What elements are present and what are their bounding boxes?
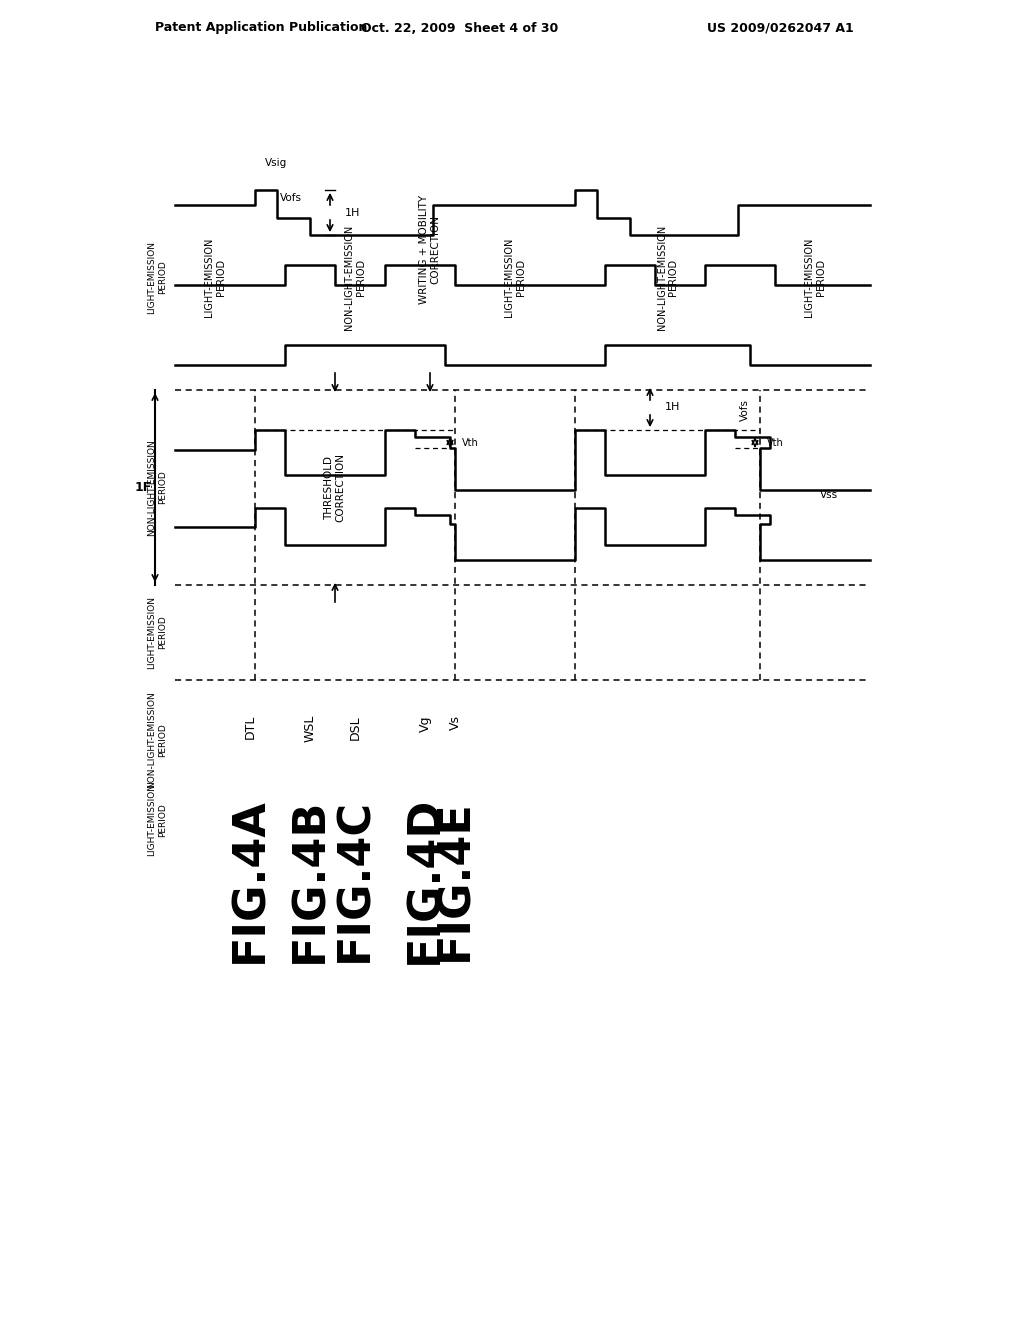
Text: LIGHT-EMISSION
PERIOD: LIGHT-EMISSION PERIOD (204, 238, 226, 317)
Text: DSL: DSL (348, 715, 361, 739)
Text: LIGHT-EMISSION
PERIOD: LIGHT-EMISSION PERIOD (804, 238, 825, 317)
Text: Oct. 22, 2009  Sheet 4 of 30: Oct. 22, 2009 Sheet 4 of 30 (361, 21, 559, 34)
Text: Patent Application Publication: Patent Application Publication (155, 21, 368, 34)
Text: LIGHT-EMISSION
PERIOD: LIGHT-EMISSION PERIOD (147, 597, 167, 669)
Text: Vss: Vss (820, 490, 838, 500)
Text: Vs: Vs (449, 715, 462, 730)
Text: NON-LIGHT-EMISSION
PERIOD: NON-LIGHT-EMISSION PERIOD (147, 440, 167, 536)
Text: FIG.4E: FIG.4E (433, 799, 476, 961)
Text: FIG.4B: FIG.4B (289, 797, 332, 962)
Text: 1F: 1F (134, 480, 152, 494)
Text: WSL: WSL (303, 715, 316, 742)
Text: WRITING + MOBILITY
CORRECTION: WRITING + MOBILITY CORRECTION (419, 195, 440, 304)
Text: FIG.4A: FIG.4A (228, 797, 271, 962)
Text: FIG.4D: FIG.4D (403, 796, 446, 964)
Text: NON-LIGHT-EMISSION
PERIOD: NON-LIGHT-EMISSION PERIOD (344, 224, 366, 330)
Text: Vth: Vth (462, 437, 479, 447)
Text: US 2009/0262047 A1: US 2009/0262047 A1 (707, 21, 853, 34)
Text: THRESHOLD
CORRECTION: THRESHOLD CORRECTION (325, 453, 346, 521)
Text: LIGHT-EMISSION
PERIOD: LIGHT-EMISSION PERIOD (147, 242, 167, 314)
Text: NON-LIGHT-EMISSION
PERIOD: NON-LIGHT-EMISSION PERIOD (656, 224, 678, 330)
Text: 1H: 1H (665, 403, 680, 412)
Text: Vofs: Vofs (280, 193, 302, 203)
Text: LIGHT-EMISSION
PERIOD: LIGHT-EMISSION PERIOD (504, 238, 525, 317)
Text: 1H: 1H (345, 207, 360, 218)
Text: NON-LIGHT-EMISSION
PERIOD: NON-LIGHT-EMISSION PERIOD (147, 692, 167, 788)
Text: FIG.4C: FIG.4C (334, 797, 377, 962)
Text: Vofs: Vofs (740, 399, 750, 421)
Text: Vg: Vg (419, 715, 431, 731)
Text: Vth: Vth (767, 437, 783, 447)
Text: DTL: DTL (244, 715, 256, 739)
Text: Vsig: Vsig (265, 158, 288, 168)
Text: LIGHT-EMISSION
PERIOD: LIGHT-EMISSION PERIOD (147, 784, 167, 857)
